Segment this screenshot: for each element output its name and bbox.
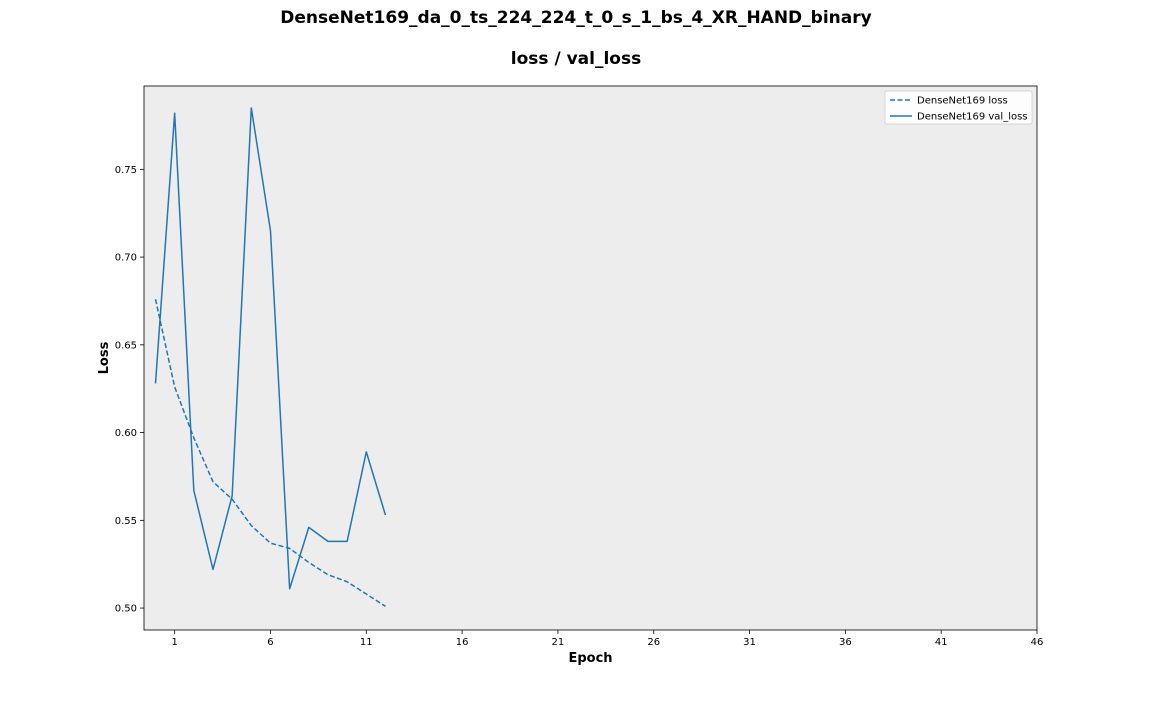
x-tick-label: 21	[552, 637, 565, 648]
y-axis-ticks: 0.50 0.55 0.60 0.65 0.70 0.75	[115, 165, 144, 615]
x-tick-label: 31	[743, 637, 756, 648]
x-tick-label: 26	[647, 637, 660, 648]
x-tick-label: 16	[456, 637, 469, 648]
series-line-loss	[154, 299, 386, 607]
y-tick-label: 0.70	[115, 253, 137, 264]
x-tick-label: 41	[935, 637, 948, 648]
x-tick-label: 6	[267, 637, 273, 648]
plot-area	[144, 86, 1037, 630]
legend-box	[884, 90, 1033, 125]
y-tick-label: 0.75	[115, 165, 137, 176]
y-axis-label: Loss	[97, 341, 112, 374]
y-tick-label: 0.60	[115, 428, 137, 439]
legend-entry: DenseNet169 val_loss	[917, 112, 1028, 123]
y-tick-label: 0.55	[115, 516, 137, 527]
x-axis-ticks: 1 6 11 16 21 26 31 36 41 46	[171, 630, 1043, 648]
chart-subtitle: loss / val_loss	[510, 49, 642, 69]
legend-entry: DenseNet169 loss	[917, 96, 1008, 107]
x-tick-label: 11	[360, 637, 373, 648]
chart-title: DenseNet169_da_0_ts_224_224_t_0_s_1_bs_4…	[280, 8, 872, 28]
plot-frame	[143, 85, 1038, 631]
x-axis-label: Epoch	[568, 651, 612, 666]
y-tick-label: 0.65	[115, 340, 137, 351]
x-tick-label: 36	[839, 637, 852, 648]
series-lines	[154, 107, 387, 607]
legend: DenseNet169 loss DenseNet169 val_loss	[884, 90, 1033, 125]
y-tick-label: 0.50	[115, 604, 137, 615]
series-line-val-loss	[154, 107, 387, 590]
x-tick-label: 1	[171, 637, 177, 648]
x-tick-label: 46	[1031, 637, 1044, 648]
